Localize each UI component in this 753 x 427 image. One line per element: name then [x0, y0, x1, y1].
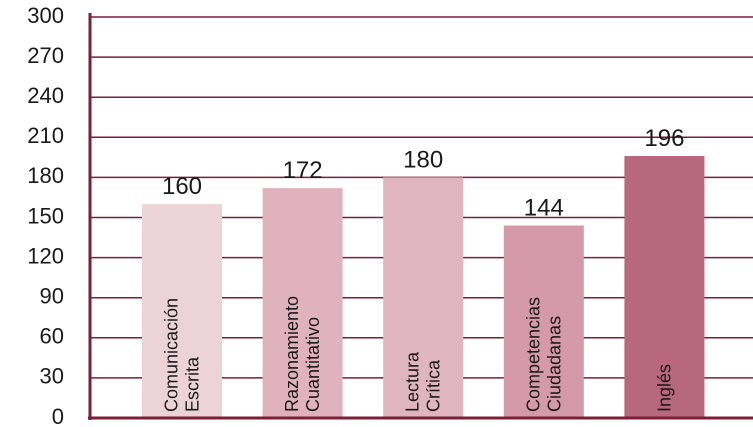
category-label: Inglés — [654, 364, 674, 412]
y-tick-label: 150 — [27, 203, 64, 228]
y-tick-label: 60 — [40, 324, 64, 349]
value-label: 144 — [524, 195, 564, 222]
category-label: Escrita — [183, 356, 203, 412]
category-label: Razonamiento — [282, 296, 302, 412]
y-tick-label: 0 — [52, 404, 64, 427]
y-tick-label: 90 — [40, 284, 64, 309]
category-label: Lectura — [403, 351, 423, 412]
category-label: Comunicación — [162, 298, 182, 412]
value-label: 172 — [283, 157, 323, 184]
y-tick-label: 210 — [27, 123, 64, 148]
bar — [624, 156, 705, 418]
category-label: Competencias — [523, 297, 543, 412]
bar — [503, 225, 584, 418]
y-tick-label: 270 — [27, 43, 64, 68]
bar — [142, 204, 222, 418]
category-label: Cuantitativo — [303, 317, 323, 412]
category-label: Crítica — [424, 359, 444, 412]
y-tick-label: 180 — [27, 163, 64, 188]
y-tick-label: 240 — [27, 83, 64, 108]
value-label: 196 — [644, 125, 684, 152]
bar — [262, 188, 343, 418]
y-tick-label: 120 — [27, 243, 64, 268]
value-label: 160 — [162, 173, 202, 200]
category-label: Ciudadanas — [544, 316, 564, 412]
y-tick-label: 30 — [40, 364, 64, 389]
bar — [383, 177, 464, 418]
value-label: 180 — [403, 146, 443, 173]
y-tick-label: 300 — [27, 3, 64, 28]
